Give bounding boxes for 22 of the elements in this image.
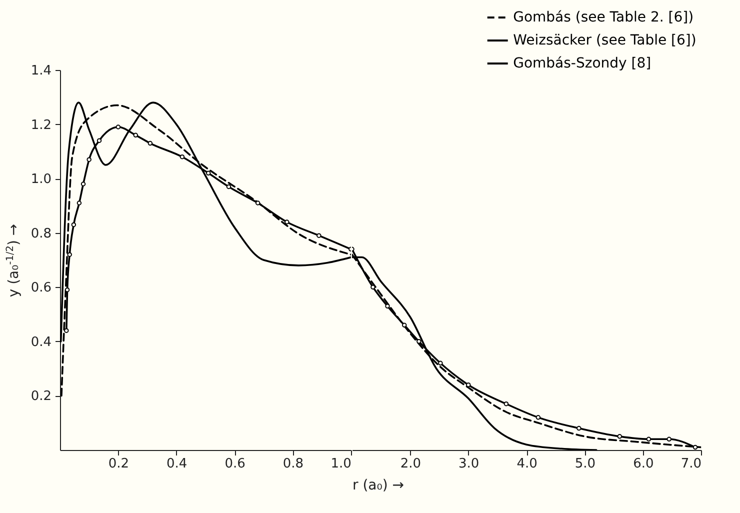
x-tick-label: 5.0: [574, 456, 596, 472]
x-tick-label: 0.4: [166, 456, 188, 472]
y-tick-label: 1.2: [30, 118, 52, 133]
x-tick-label: 1.0: [330, 456, 352, 472]
x-tick-label: 3.0: [458, 456, 480, 472]
x-tick-label: 6.0: [633, 456, 654, 472]
legend-label: Gombás (see Table 2. [6]): [513, 10, 694, 26]
y-tick-label: 0.6: [30, 280, 52, 296]
x-tick-label: 2.0: [400, 456, 422, 472]
x-tick-label: 4.0: [516, 456, 538, 472]
legend-label: Gombás-Szondy [8]: [513, 56, 652, 72]
x-tick-label: 0.2: [108, 456, 130, 472]
y-tick-label: 1.0: [30, 172, 52, 188]
x-tick-label: 0.8: [282, 456, 304, 472]
y-tick-label: 0.4: [30, 334, 52, 350]
x-tick-label: 0.6: [224, 456, 246, 472]
y-tick-label: 0.8: [30, 226, 52, 242]
y-tick-label: 1.4: [30, 64, 52, 78]
legend-label: Weizsäcker (see Table [6]): [513, 32, 696, 48]
x-tick-label: 7.0: [680, 456, 702, 472]
x-axis-title: r (a₀) →: [352, 478, 404, 494]
y-tick-label: 0.2: [30, 389, 52, 404]
